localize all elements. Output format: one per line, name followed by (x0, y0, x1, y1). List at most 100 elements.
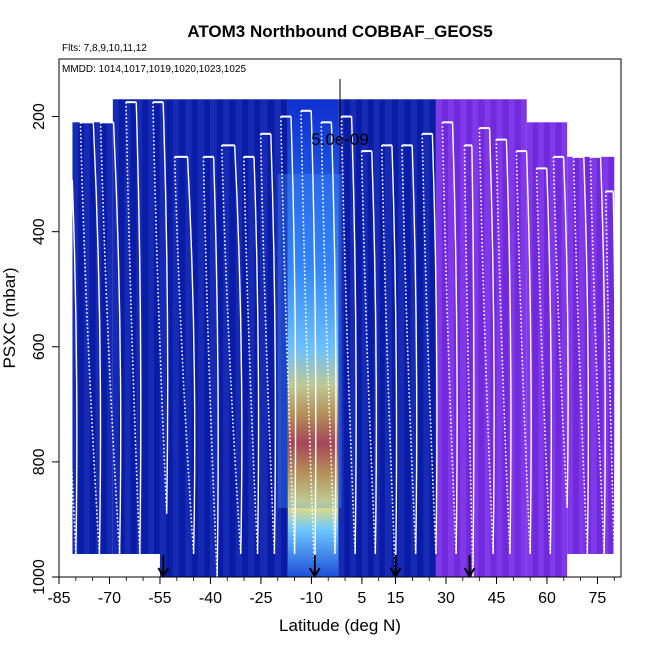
flight-descent-25 (572, 156, 589, 555)
heatmap-band-8-2 (448, 99, 455, 578)
flight-ascent-16 (411, 145, 418, 554)
flight-ascent-11 (310, 110, 317, 578)
heatmap-band-4-1 (267, 99, 275, 578)
heatmap-band-9-5 (555, 122, 562, 578)
flight-ascent-8 (253, 156, 260, 554)
flight-descent-19 (463, 145, 474, 578)
flight-descent-17 (421, 133, 437, 555)
flight-descent-16 (401, 145, 417, 555)
heatmap-band-1-1 (118, 99, 125, 554)
flight-descent-1 (79, 122, 101, 555)
y-axis-label: PSXC (mbar) (0, 267, 19, 368)
heatmap-band-1-2 (124, 99, 131, 554)
heatmap-band-10-1 (573, 156, 579, 554)
heatmap-cell-7 (385, 99, 436, 578)
heatmap-band-10-5 (596, 156, 603, 554)
heatmap-cell-0 (72, 122, 113, 554)
flight-ascent-23 (546, 168, 553, 554)
heatmap-band-10-0 (567, 156, 574, 554)
arrow-head-3 (463, 567, 476, 578)
heatmap-band-9-0 (526, 122, 533, 578)
flight-ascent-25 (583, 156, 590, 554)
heatmap-band-1-4 (136, 99, 143, 554)
flight-ascent-2 (112, 122, 122, 554)
heatmap-band-4-3 (281, 99, 288, 578)
heatmap-band-8-1 (441, 99, 449, 578)
flight-descent-22 (515, 151, 531, 555)
x-tick-label-4: -25 (249, 590, 272, 607)
heatmap-band-7-4 (410, 99, 417, 578)
flight-ascent-6 (212, 156, 219, 578)
flight-ascent-20 (488, 128, 495, 554)
heatmap-band-4-0 (260, 99, 268, 578)
heatmap-band-2-5 (191, 99, 198, 578)
flight-ascent-5 (186, 156, 196, 554)
heatmap-band-2-6 (197, 99, 205, 578)
flight-ascent-24 (562, 156, 569, 508)
heatmap-band-7-5 (416, 99, 424, 578)
heatmap-band-8-6 (472, 99, 479, 578)
heatmap-band-9-6 (561, 122, 568, 578)
x-tick-label-8: 30 (437, 590, 455, 607)
flight-descent-20 (478, 128, 494, 555)
heatmap-band-0-1 (78, 122, 84, 554)
flight-descent-3 (125, 102, 141, 555)
heatmap-band-0-5 (101, 122, 108, 554)
flight-descent-8 (243, 156, 259, 555)
heatmap-band-7-1 (391, 99, 399, 578)
flight-ascent-26 (599, 156, 606, 554)
heatmap-band-0-3 (89, 122, 96, 554)
flight-descent-9 (259, 133, 276, 555)
heatmap-band-7-2 (398, 99, 405, 578)
flight-descent-5 (173, 156, 195, 555)
heatmap-band-9-3 (544, 122, 550, 578)
heatmap-band-9-2 (538, 122, 545, 578)
heatmap-band-1-7 (154, 99, 160, 554)
heatmap-band-6-5 (367, 99, 374, 578)
heatmap-cell-2 (159, 99, 211, 578)
heatmap-band-6-7 (379, 99, 386, 578)
heatmap-cell-8 (435, 99, 527, 578)
flight-descent-12 (320, 122, 336, 555)
heatmap-band-8-13 (514, 99, 521, 578)
x-tick-label-2: -55 (148, 590, 171, 607)
flight-descent-0 (61, 179, 77, 555)
flight-descent-18 (441, 122, 457, 555)
heatmap-band-6-3 (355, 99, 362, 578)
heatmap-band-8-5 (466, 99, 473, 578)
heatmap-band-10-2 (578, 156, 585, 554)
flight-ascent-0 (71, 179, 78, 554)
heatmap-band-0-6 (107, 122, 113, 554)
y-axis: 200 400 600 800 1000 (31, 103, 59, 595)
flight-descent-21 (495, 139, 511, 555)
heatmap-band-6-0 (338, 99, 345, 578)
flight-ascent-12 (330, 122, 337, 554)
heatmap-band-4-2 (274, 99, 282, 578)
flight-ascent-22 (525, 151, 532, 554)
arrow-head-2 (389, 567, 402, 578)
x-tick-label-1: -70 (98, 590, 121, 607)
flight-ascent-1 (92, 122, 102, 554)
heatmap-band-10-4 (590, 156, 597, 554)
dates-label: MMDD: 1014,1017,1019,1020,1023,1025 (62, 64, 246, 75)
y-tick-label-0: 200 (31, 103, 48, 130)
heatmap-cell-9 (526, 122, 568, 578)
heatmap-band-7-3 (404, 99, 411, 578)
heatmap-band-1-5 (142, 99, 149, 554)
flight-descent-11 (300, 110, 316, 578)
heatmap-band-1-6 (148, 99, 155, 554)
heatmap-band-7-0 (385, 99, 392, 578)
x-tick-label-6: 5 (357, 590, 366, 607)
flight-ascent-14 (371, 151, 378, 554)
heatmap-band-8-0 (435, 99, 442, 578)
flight-ascent-21 (505, 139, 512, 554)
flights-label: Flts: 7,8,9,10,11,12 (62, 43, 147, 54)
flight-descent-26 (589, 156, 605, 555)
heatmap-band-6-4 (361, 99, 368, 578)
heatmap-band-9-1 (532, 122, 539, 578)
flight-ascent-17 (431, 133, 438, 554)
heatmap-band-0-0 (72, 122, 79, 554)
heatmap-band-8-7 (478, 99, 485, 578)
x-tick-label-11: 75 (589, 590, 607, 607)
flight-descent-7 (220, 145, 242, 555)
